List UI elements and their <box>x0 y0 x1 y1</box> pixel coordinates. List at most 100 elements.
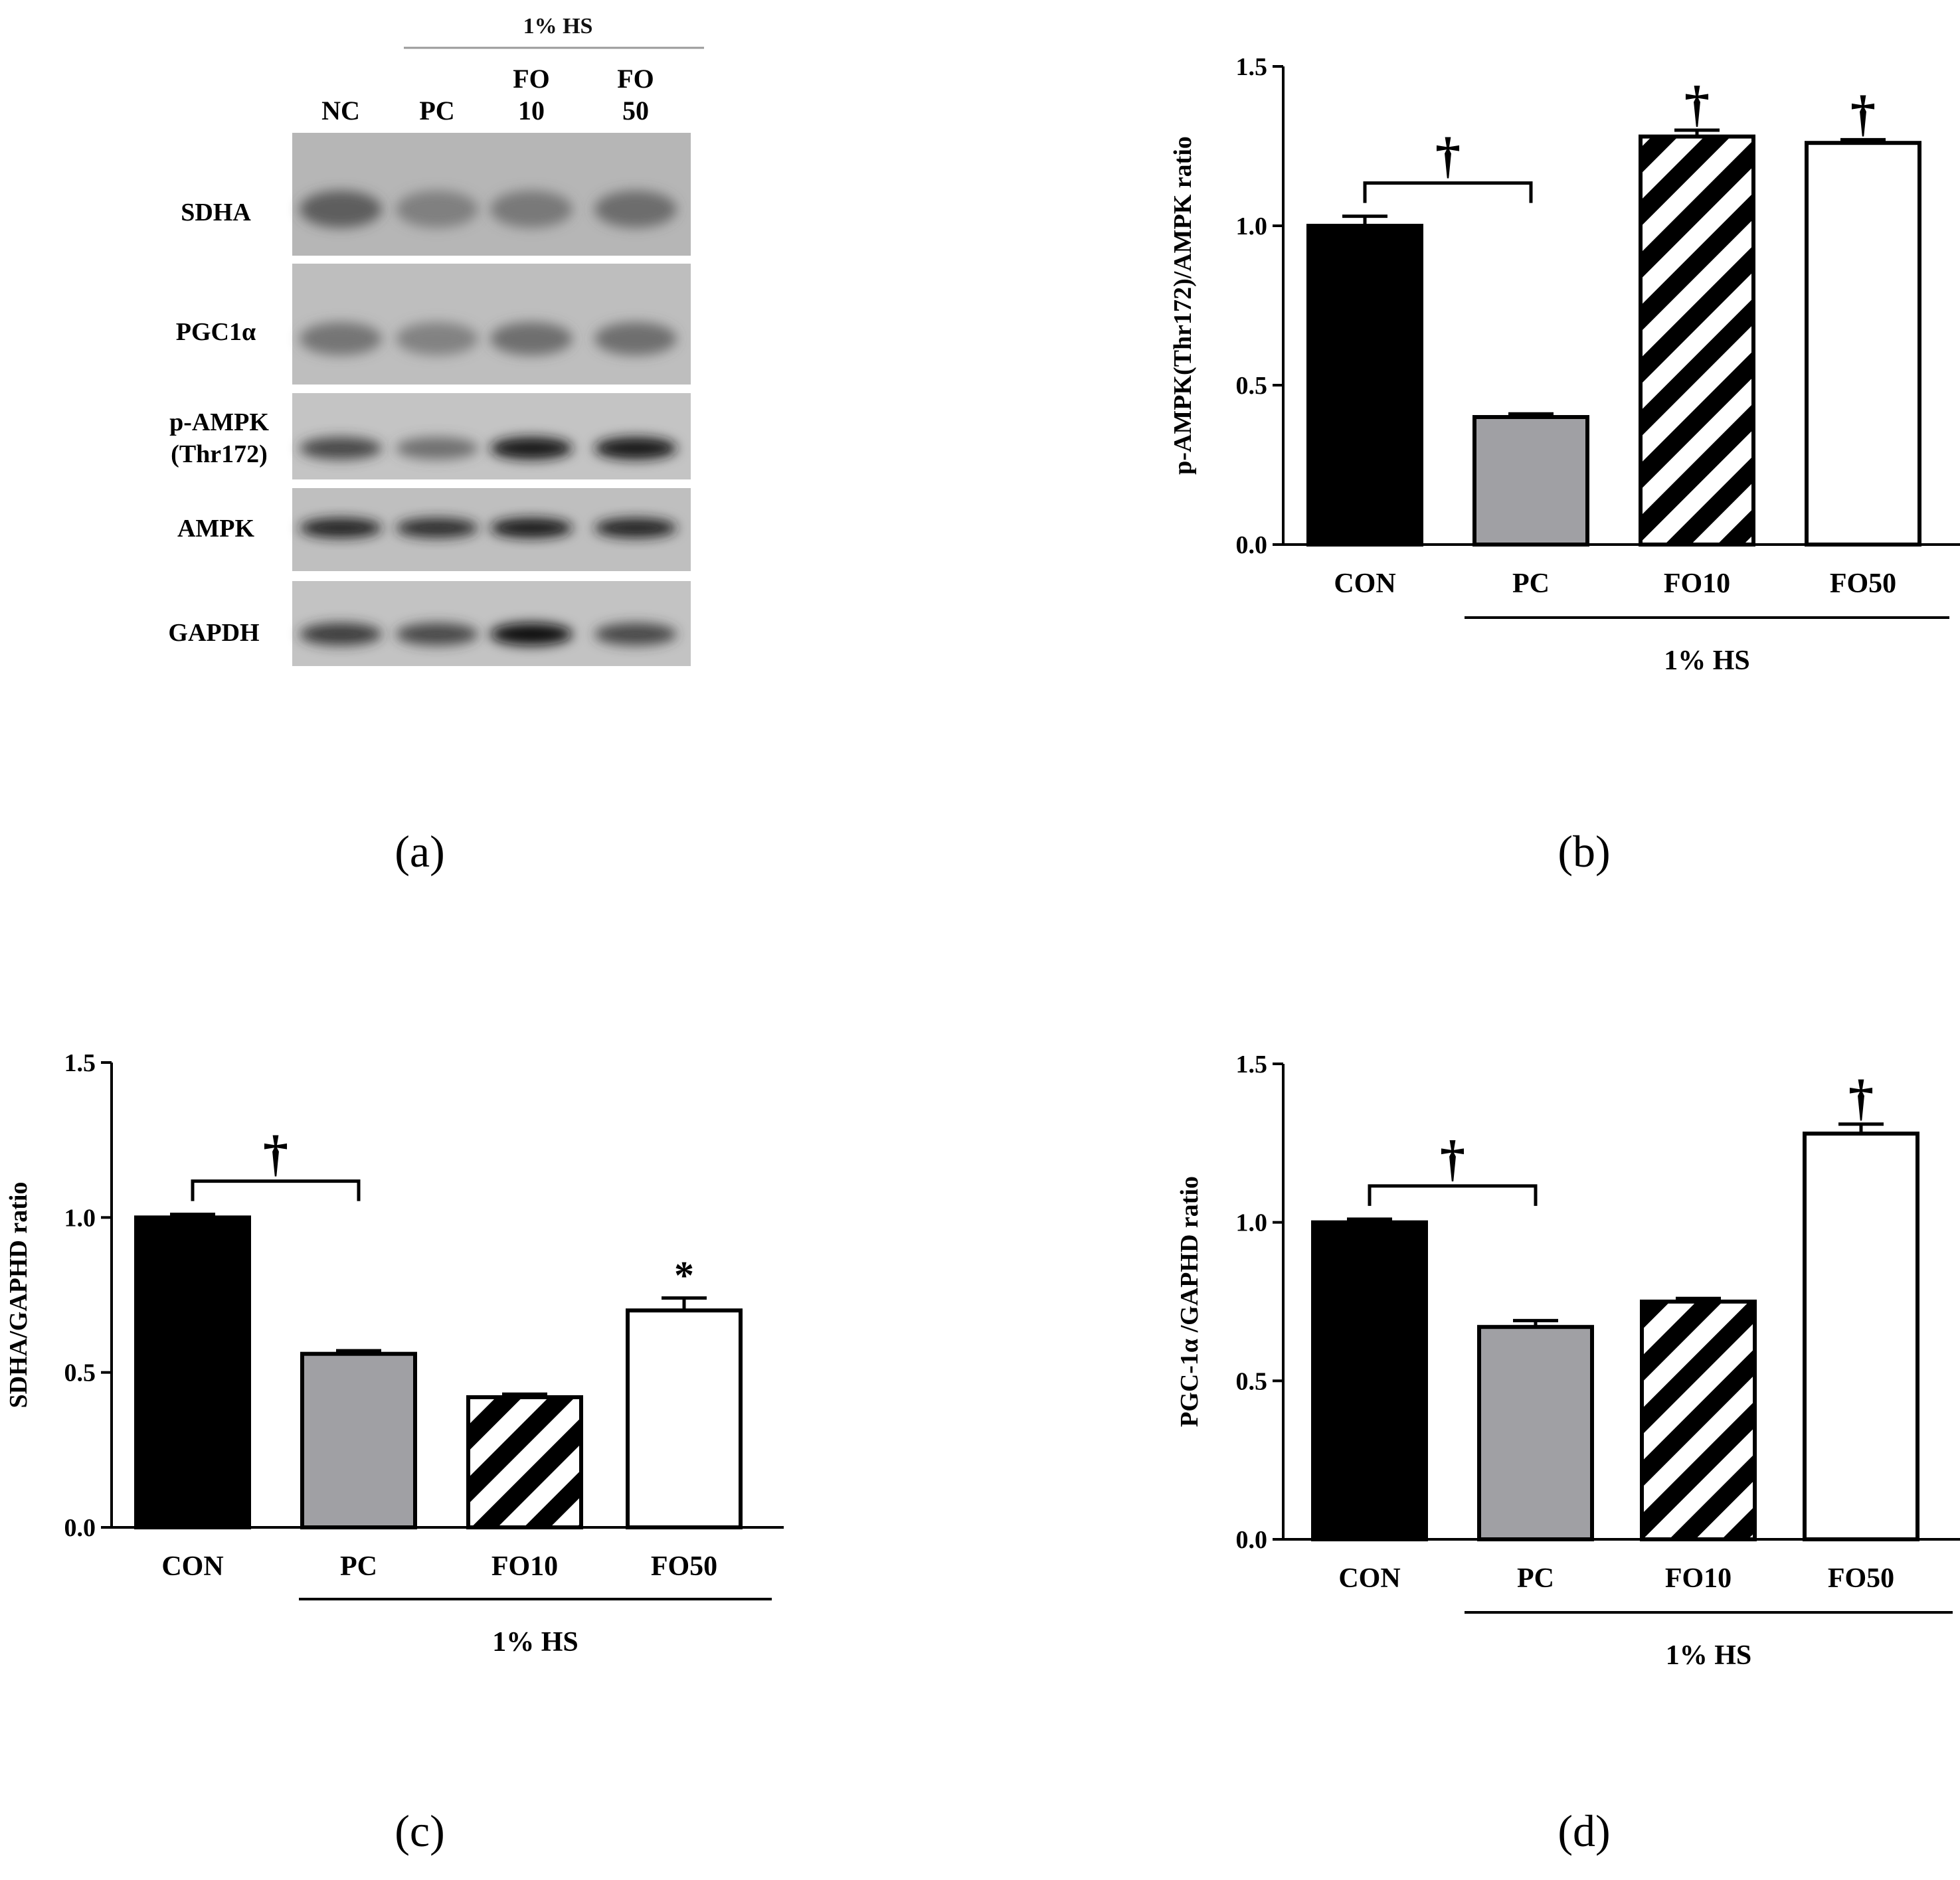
blot-row-pgc1a: PGC1α <box>176 264 691 385</box>
x-tick-label-con: CON <box>161 1551 223 1582</box>
significance-bracket <box>1368 1184 1538 1206</box>
x-tick-label-pc: PC <box>1512 568 1550 599</box>
blot-band-1-1 <box>396 322 478 355</box>
bar-fo10 <box>1640 1300 1757 1541</box>
y-tick-label: 1.5 <box>1236 1051 1268 1078</box>
blot-band-1-0 <box>300 322 382 355</box>
x-tick-label-pc: PC <box>1517 1563 1554 1594</box>
panel-label-b: (b) <box>1558 826 1610 877</box>
y-tick-label: 0.0 <box>1236 1526 1268 1554</box>
chart-b-p-ampk-ratio: 0.0 0.5 1.0 1.5 p-AMPK(Thr172)/AMPK ratio CON… <box>1169 53 1960 676</box>
blot-band-3-3 <box>594 518 677 538</box>
panel-label-d-text: (d) <box>1558 1806 1610 1856</box>
significance-mark: † <box>1684 76 1710 132</box>
y-axis-title: SDHA/GAPHD ratio <box>5 1182 33 1409</box>
blot-band-2-3 <box>594 437 677 460</box>
chart-c-sdha-ratio: 0.0 0.5 1.0 1.5 SDHA/GAPHD ratio CON PC FO10 FO5… <box>5 1049 784 1658</box>
significance-mark: † <box>1435 128 1461 184</box>
blot-band-3-2 <box>490 518 573 538</box>
blot-band-0-2 <box>490 191 573 228</box>
band-layer-ampk <box>300 518 677 538</box>
band-layer-gapdh <box>300 623 677 645</box>
panel-label-d: (d) <box>1558 1806 1610 1856</box>
bar-con <box>134 1215 251 1530</box>
band-layer-p-ampk <box>300 437 677 460</box>
band-layer-sdha <box>300 191 677 228</box>
bar-fo10 <box>466 1395 583 1529</box>
y-axis-title: p-AMPK(Thr172)/AMPK ratio <box>1169 136 1197 475</box>
blot-band-2-2 <box>490 437 573 460</box>
blot-strip-p-ampk <box>292 393 691 479</box>
y-tick-label: 0.5 <box>64 1359 96 1387</box>
blot-lane-labels: NC PC FO 10 FO 50 <box>321 64 654 126</box>
bar-pc <box>1477 1325 1594 1541</box>
x-tick-label-con: CON <box>1334 568 1395 599</box>
group-label: 1% HS <box>1664 645 1750 676</box>
blot-band-4-1 <box>396 623 478 645</box>
bar-fo50 <box>1803 1132 1919 1541</box>
blot-row-label-ampk: AMPK <box>177 515 255 543</box>
bar-pc <box>300 1351 417 1529</box>
x-tick-label-fo10: FO10 <box>1664 568 1730 599</box>
blot-band-1-2 <box>490 322 573 355</box>
lane-label-fo10-line1: FO <box>513 64 550 94</box>
blot-row-label-p-ampk-line1: p-AMPK <box>169 408 269 436</box>
blot-row-label-gapdh: GAPDH <box>168 619 259 647</box>
blot-band-0-3 <box>594 191 677 228</box>
x-tick-label-fo10: FO10 <box>491 1551 558 1582</box>
group-label: 1% HS <box>492 1627 579 1658</box>
y-tick-label: 1.5 <box>64 1049 96 1077</box>
x-tick-label-fo10: FO10 <box>1665 1563 1732 1594</box>
blot-row-label-p-ampk-line2: (Thr172) <box>171 440 268 468</box>
y-tick-label: 1.5 <box>1236 53 1268 81</box>
blot-row-label-pgc1a: PGC1α <box>176 318 256 346</box>
significance-mark: † <box>1848 1070 1874 1126</box>
bar-con <box>1311 1220 1428 1541</box>
panel-label-a-text: (a) <box>395 826 444 877</box>
x-tick-label-con: CON <box>1338 1563 1400 1594</box>
significance-bracket <box>1363 181 1533 203</box>
y-tick-label: 0.5 <box>1236 1367 1268 1395</box>
western-blot-panel: 1% HS NC PC FO 10 FO 50 SDHA PGC1α p-AMP… <box>168 14 704 666</box>
x-tick-label-fo50: FO50 <box>651 1551 717 1582</box>
band-layer-pgc1a <box>300 322 677 355</box>
y-tick-label: 0.5 <box>1236 372 1268 400</box>
bar-fo50 <box>626 1308 743 1530</box>
blot-band-2-1 <box>396 437 478 460</box>
panel-label-a: (a) <box>395 826 444 877</box>
blot-row-p-ampk: p-AMPK (Thr172) <box>169 393 691 479</box>
y-axis-title: PGC-1α /GAPHD ratio <box>1176 1176 1203 1427</box>
x-tick-label-fo50: FO50 <box>1828 1563 1894 1594</box>
y-tick-label: 0.0 <box>64 1514 96 1542</box>
group-label: 1% HS <box>1666 1640 1752 1671</box>
chart-d-pgc1a-ratio: 0.0 0.5 1.0 1.5 PGC-1α /GAPHD ratio CON PC FO10… <box>1176 1051 1960 1671</box>
blot-row-gapdh: GAPDH <box>168 581 691 666</box>
blot-band-4-2 <box>490 623 573 645</box>
bar-con <box>1306 224 1423 547</box>
blot-band-3-1 <box>396 518 478 538</box>
blot-band-0-0 <box>300 191 382 228</box>
blot-row-sdha: SDHA <box>181 133 691 256</box>
y-tick-label: 0.0 <box>1236 531 1268 559</box>
blot-band-4-3 <box>594 623 677 645</box>
lane-label-fo10-line2: 10 <box>518 96 545 126</box>
x-tick-label-fo50: FO50 <box>1830 568 1896 599</box>
lane-label-fo50-line1: FO <box>617 64 654 94</box>
blot-row-ampk: AMPK <box>177 488 691 571</box>
blot-band-2-0 <box>300 437 382 460</box>
panel-label-b-text: (b) <box>1558 826 1610 877</box>
panel-label-c-text: (c) <box>395 1806 444 1856</box>
lane-label-fo50-line2: 50 <box>622 96 649 126</box>
lane-label-pc: PC <box>419 96 454 126</box>
bar-fo10 <box>1639 134 1755 547</box>
significance-mark: † <box>1850 86 1876 141</box>
significance-mark: † <box>263 1126 288 1182</box>
y-tick-label: 1.0 <box>1236 1209 1268 1237</box>
significance-bracket <box>191 1179 361 1201</box>
y-tick-label: 1.0 <box>1236 213 1268 240</box>
y-tick-label: 1.0 <box>64 1204 96 1232</box>
panel-label-c: (c) <box>395 1806 444 1856</box>
blot-row-label-sdha: SDHA <box>181 199 251 226</box>
bar-fo50 <box>1805 141 1921 547</box>
